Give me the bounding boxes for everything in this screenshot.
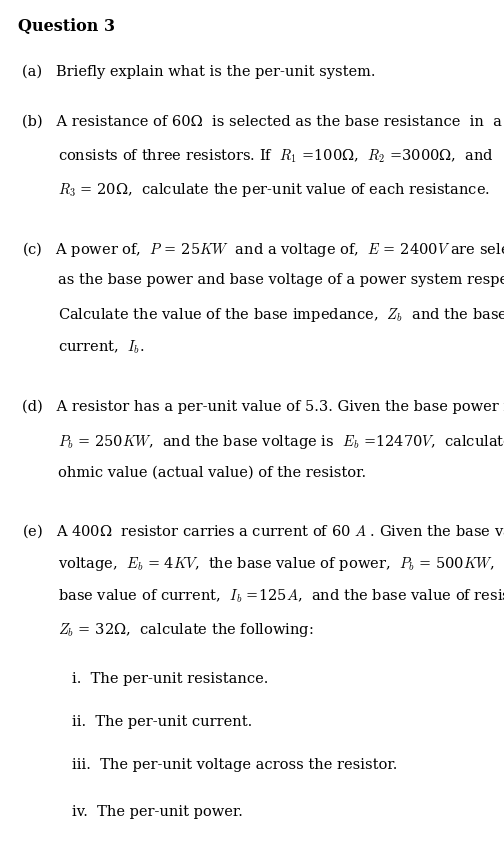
Text: current,  $I_b$.: current, $I_b$. [58,339,145,357]
Text: iv.  The per-unit power.: iv. The per-unit power. [72,805,243,819]
Text: i.  The per-unit resistance.: i. The per-unit resistance. [72,672,268,686]
Text: voltage,  $E_b$ = 4$KV$,  the base value of power,  $P_b$ = 500$KW$,  the: voltage, $E_b$ = 4$KV$, the base value o… [58,555,504,573]
Text: base value of current,  $I_b$ =125$A$,  and the base value of resistor,: base value of current, $I_b$ =125$A$, an… [58,588,504,605]
Text: consists of three resistors. If  $R_1$ =100Ω,  $R_2$ =3000Ω,  and: consists of three resistors. If $R_1$ =1… [58,148,494,166]
Text: $R_3$ = 20Ω,  calculate the per-unit value of each resistance.: $R_3$ = 20Ω, calculate the per-unit valu… [58,181,490,199]
Text: $Z_b$ = 32Ω,  calculate the following:: $Z_b$ = 32Ω, calculate the following: [58,621,313,639]
Text: Question 3: Question 3 [18,18,115,35]
Text: ohmic value (actual value) of the resistor.: ohmic value (actual value) of the resist… [58,466,366,480]
Text: as the base power and base voltage of a power system respectively.: as the base power and base voltage of a … [58,273,504,287]
Text: (b)   A resistance of 60Ω  is selected as the base resistance  in  a circuit: (b) A resistance of 60Ω is selected as t… [22,115,504,129]
Text: (c)   A power of,  $P$ = 25$KW$  and a voltage of,  $E$ = 2400$V$ are selected: (c) A power of, $P$ = 25$KW$ and a volta… [22,240,504,259]
Text: Calculate the value of the base impedance,  $Z_b$  and the base: Calculate the value of the base impedanc… [58,306,504,324]
Text: (e)   A 400Ω  resistor carries a current of 60 $A$ . Given the base value of: (e) A 400Ω resistor carries a current of… [22,522,504,540]
Text: (a)   Briefly explain what is the per-unit system.: (a) Briefly explain what is the per-unit… [22,65,375,80]
Text: (d)   A resistor has a per-unit value of 5.3. Given the base power is: (d) A resistor has a per-unit value of 5… [22,400,504,414]
Text: iii.  The per-unit voltage across the resistor.: iii. The per-unit voltage across the res… [72,758,397,772]
Text: ii.  The per-unit current.: ii. The per-unit current. [72,715,252,729]
Text: $P_b$ = 250$KW$,  and the base voltage is  $E_b$ =12470$V$,  calculate the: $P_b$ = 250$KW$, and the base voltage is… [58,433,504,451]
